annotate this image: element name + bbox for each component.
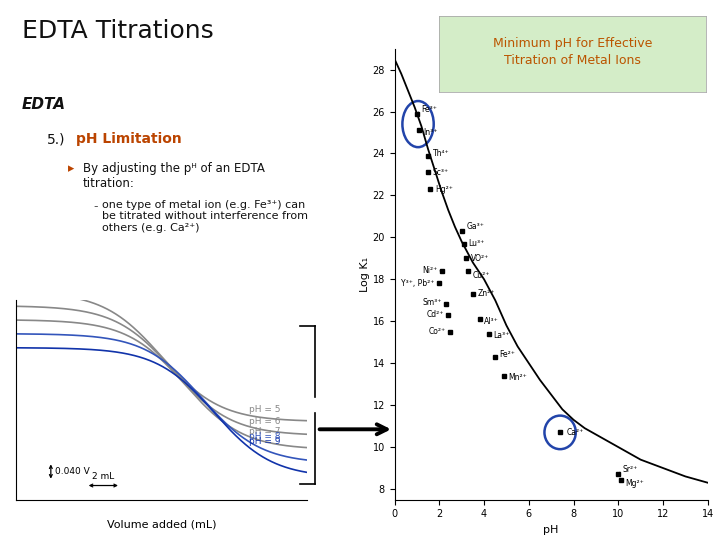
Text: EDTA Titrations: EDTA Titrations — [22, 19, 213, 43]
Text: Zn²⁺: Zn²⁺ — [473, 289, 495, 299]
Text: VO²⁺: VO²⁺ — [466, 254, 489, 263]
Text: Th⁴⁺: Th⁴⁺ — [428, 149, 449, 158]
Text: -: - — [94, 200, 98, 213]
Text: Y³⁺, Pb²⁺: Y³⁺, Pb²⁺ — [402, 279, 439, 288]
Text: Minimum pH for Effective
Titration of Metal Ions: Minimum pH for Effective Titration of Me… — [492, 37, 652, 68]
Text: pH = 6: pH = 6 — [249, 416, 281, 426]
Text: Sr²⁺: Sr²⁺ — [618, 465, 638, 474]
Text: Cu²⁺: Cu²⁺ — [469, 271, 490, 280]
Y-axis label: Log K₁: Log K₁ — [359, 256, 369, 292]
Text: Volume added (mL): Volume added (mL) — [107, 519, 217, 530]
Text: Mn²⁺: Mn²⁺ — [504, 373, 528, 382]
Text: Co²⁺: Co²⁺ — [429, 327, 451, 336]
X-axis label: pH: pH — [544, 525, 559, 535]
Text: pH Limitation: pH Limitation — [76, 132, 181, 146]
Text: Fe²⁺: Fe²⁺ — [495, 350, 516, 359]
Text: Al³⁺: Al³⁺ — [480, 317, 499, 326]
Text: pH = 7: pH = 7 — [249, 427, 281, 436]
Text: La³⁺: La³⁺ — [489, 332, 509, 340]
Text: one type of metal ion (e.g. Fe³⁺) can
be titrated without interference from
othe: one type of metal ion (e.g. Fe³⁺) can be… — [102, 200, 308, 233]
Text: 5.): 5.) — [47, 132, 66, 146]
Text: ▸: ▸ — [68, 162, 75, 175]
Text: 2 mL: 2 mL — [92, 471, 114, 481]
Text: pH = 9: pH = 9 — [249, 437, 281, 447]
Text: Lu³⁺: Lu³⁺ — [464, 239, 485, 248]
Text: In³⁺: In³⁺ — [419, 128, 438, 137]
Text: Ni²⁺: Ni²⁺ — [422, 266, 441, 275]
Text: Fe³⁺: Fe³⁺ — [417, 105, 437, 114]
Text: Mg²⁺: Mg²⁺ — [621, 480, 644, 488]
Text: Hg²⁺: Hg²⁺ — [431, 185, 453, 194]
Text: Ga³⁺: Ga³⁺ — [462, 222, 484, 231]
Text: Cd²⁺: Cd²⁺ — [426, 310, 449, 320]
Text: Sm³⁺: Sm³⁺ — [422, 298, 446, 307]
Text: pH = 8: pH = 8 — [249, 431, 281, 441]
Text: Ca²⁺: Ca²⁺ — [560, 428, 584, 437]
Text: Sc³⁺: Sc³⁺ — [428, 168, 449, 177]
Text: pH = 5: pH = 5 — [249, 406, 281, 414]
Text: 0.040 V: 0.040 V — [55, 467, 90, 476]
Text: EDTA: EDTA — [22, 97, 66, 112]
Text: By adjusting the pᴴ of an EDTA
titration:: By adjusting the pᴴ of an EDTA titration… — [83, 162, 265, 190]
